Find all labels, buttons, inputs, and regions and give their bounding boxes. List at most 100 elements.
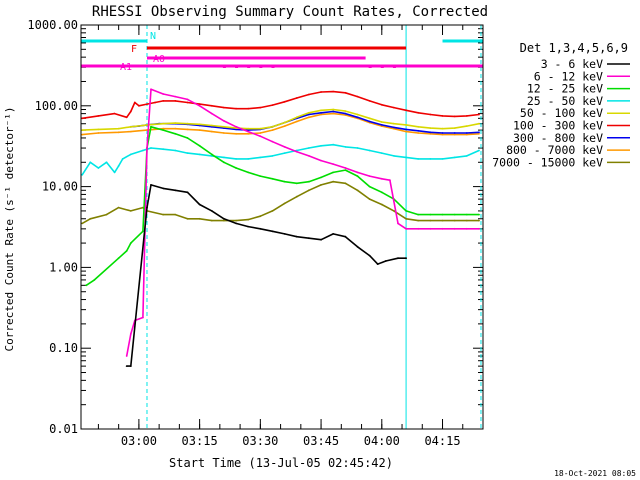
series-4-point-24 bbox=[380, 121, 383, 123]
series-2-point-17 bbox=[271, 177, 274, 180]
series-0-point-6 bbox=[186, 191, 189, 194]
series-4-point-29 bbox=[441, 127, 444, 130]
series-2-point-18 bbox=[283, 180, 286, 183]
y-tick-label-3: 1.00 bbox=[49, 260, 78, 274]
series-7-point-3 bbox=[129, 130, 132, 133]
series-5-point-29 bbox=[405, 109, 407, 112]
series-3-point-28 bbox=[368, 149, 371, 152]
series-0-point-22 bbox=[376, 263, 379, 265]
series-6-point-27 bbox=[453, 132, 456, 134]
legend-label-4: 50 - 100 keV bbox=[520, 106, 603, 120]
series-7-point-7 bbox=[186, 128, 189, 131]
series-1-point-16 bbox=[283, 146, 286, 148]
series-2-point-20 bbox=[308, 180, 310, 183]
state-bar-label-F: F bbox=[131, 44, 137, 55]
series-7-point-17 bbox=[308, 116, 310, 119]
series-2-point-5 bbox=[142, 230, 144, 233]
series-1-point-10 bbox=[210, 112, 213, 115]
series-1-point-13 bbox=[247, 130, 250, 133]
plot-frame bbox=[80, 24, 484, 430]
series-6-point-17 bbox=[332, 110, 335, 113]
series-2-point-21 bbox=[320, 176, 322, 179]
series-6-point-10 bbox=[247, 129, 250, 132]
series-8-point-27 bbox=[405, 217, 407, 220]
series-5-point-10 bbox=[174, 100, 177, 102]
series-5-point-3 bbox=[125, 116, 128, 119]
x-axis-label: Start Time (13-Jul-05 02:45:42) bbox=[169, 456, 393, 470]
series-7-point-16 bbox=[295, 120, 298, 123]
series-0-point-19 bbox=[344, 235, 347, 238]
series-0-point-2 bbox=[146, 206, 148, 209]
state-bar-label-A0: A0 bbox=[153, 54, 165, 65]
series-5-point-18 bbox=[271, 104, 274, 106]
series-5-point-1 bbox=[97, 115, 100, 117]
series-3-point-26 bbox=[344, 146, 347, 148]
series-2-point-9 bbox=[174, 132, 177, 135]
series-8-point-13 bbox=[235, 219, 238, 222]
series-4-point-26 bbox=[405, 124, 407, 126]
series-1-point-0 bbox=[125, 355, 128, 357]
series-0-point-24 bbox=[397, 257, 399, 260]
series-8-point-9 bbox=[186, 217, 189, 220]
series-7-point-14 bbox=[271, 129, 274, 132]
series-6-point-9 bbox=[235, 128, 238, 131]
series-5-point-34 bbox=[465, 115, 468, 117]
series-3-point-20 bbox=[271, 155, 274, 157]
series-4-point-27 bbox=[417, 125, 420, 128]
x-tick-label-0: 03:00 bbox=[121, 434, 157, 448]
series-7-point-18 bbox=[320, 113, 322, 116]
series-2-point-31 bbox=[441, 213, 444, 216]
series-4-point-17 bbox=[295, 116, 298, 119]
series-4-point-9 bbox=[198, 123, 201, 126]
series-8-point-26 bbox=[393, 210, 395, 212]
series-2-point-24 bbox=[356, 175, 359, 178]
series-3-point-12 bbox=[174, 149, 177, 152]
series-8-point-14 bbox=[247, 218, 250, 221]
series-1-point-21 bbox=[344, 167, 347, 169]
series-5-point-21 bbox=[308, 93, 310, 96]
x-tick-label-1: 03:15 bbox=[182, 434, 218, 448]
series-6-point-16 bbox=[320, 111, 322, 114]
series-2-point-26 bbox=[380, 191, 383, 194]
series-2-point-15 bbox=[247, 171, 250, 174]
series-0-point-12 bbox=[259, 227, 262, 230]
series-1-point-23 bbox=[368, 175, 371, 178]
series-4-point-15 bbox=[271, 125, 274, 128]
series-3-point-35 bbox=[453, 156, 456, 159]
series-6-point-20 bbox=[368, 120, 371, 123]
series-8-point-23 bbox=[356, 189, 359, 192]
series-1-point-31 bbox=[453, 227, 456, 230]
series-3-point-21 bbox=[283, 152, 286, 155]
series-3-point-8 bbox=[142, 149, 144, 152]
series-8-point-12 bbox=[223, 219, 225, 222]
series-1-point-19 bbox=[320, 159, 322, 162]
series-4-point-10 bbox=[210, 124, 213, 127]
legend-label-2: 12 - 25 keV bbox=[527, 82, 603, 96]
state-bar-label-A1: A1 bbox=[120, 62, 132, 73]
series-1-point-1 bbox=[129, 333, 132, 335]
series-5-point-16 bbox=[247, 107, 250, 110]
series-1-point-6 bbox=[162, 93, 165, 95]
series-5-point-14 bbox=[223, 106, 225, 109]
series-7-point-12 bbox=[247, 132, 250, 135]
series-line-3 bbox=[81, 143, 480, 176]
series-4-point-0 bbox=[81, 129, 84, 132]
series-0-point-18 bbox=[332, 233, 335, 235]
series-7-point-13 bbox=[259, 132, 262, 134]
series-8-point-1 bbox=[89, 217, 92, 220]
series-1-point-27 bbox=[405, 227, 407, 230]
legend-label-5: 100 - 300 keV bbox=[513, 119, 603, 133]
series-7-point-29 bbox=[453, 133, 456, 136]
count-rate-series bbox=[81, 88, 480, 367]
legend-label-1: 6 - 12 keV bbox=[534, 69, 603, 83]
date-stamp: 18-Oct-2021 08:05 bbox=[554, 469, 636, 478]
series-3-point-17 bbox=[235, 158, 238, 160]
series-8-point-10 bbox=[198, 217, 201, 220]
series-6-point-21 bbox=[380, 124, 383, 126]
series-0-point-4 bbox=[162, 187, 165, 190]
series-1-point-24 bbox=[380, 177, 383, 180]
series-8-point-32 bbox=[465, 219, 468, 222]
series-7-point-2 bbox=[117, 131, 120, 134]
